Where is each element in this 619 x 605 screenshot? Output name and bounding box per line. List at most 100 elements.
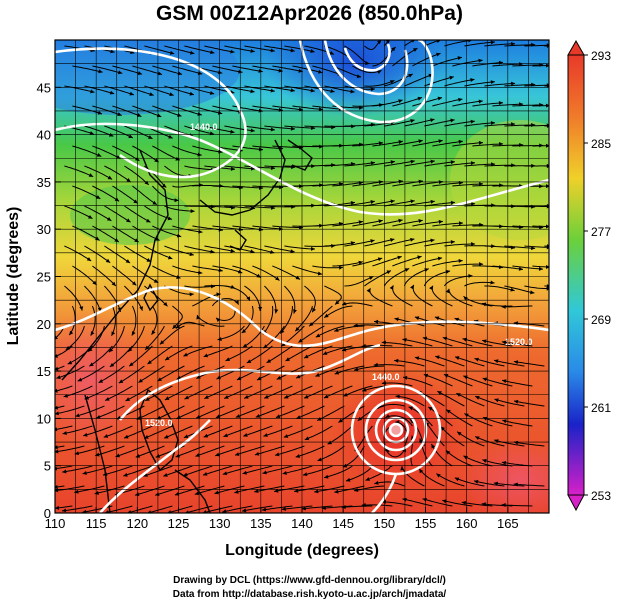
streamline: [252, 265, 280, 281]
streamline: [272, 105, 304, 111]
streamline-arrow: [209, 91, 215, 95]
streamline: [274, 485, 305, 492]
streamline-arrow: [271, 166, 276, 171]
streamline: [274, 445, 305, 456]
streamline-arrow: [257, 376, 262, 381]
streamline-arrow: [88, 214, 93, 219]
streamline-arrow: [358, 260, 363, 265]
streamline-arrow: [90, 331, 95, 336]
x-tick-label: 145: [332, 516, 354, 531]
streamline: [352, 257, 383, 267]
streamline: [452, 142, 484, 147]
streamline-arrow: [55, 411, 59, 416]
y-axis-ticks: 0 5 10 15 20 25 30 35 40 45: [37, 80, 61, 521]
streamline-arrow: [471, 242, 476, 247]
streamline: [98, 365, 125, 384]
streamline: [383, 445, 407, 458]
streamline: [317, 445, 345, 462]
streamline: [432, 140, 463, 147]
streamline: [282, 465, 313, 475]
streamline-arrow: [167, 216, 172, 221]
coastlines: [61, 139, 313, 513]
streamline-arrow: [457, 56, 462, 61]
streamline: [419, 438, 433, 467]
streamline: [264, 45, 295, 52]
streamline-arrow: [370, 87, 375, 92]
streamline: [244, 125, 275, 131]
streamline-arrow: [430, 118, 435, 123]
streamline-arrow: [390, 238, 395, 242]
streamline-arrow: [458, 221, 463, 226]
streamline: [312, 105, 344, 110]
streamline-arrow: [310, 49, 315, 53]
streamline: [392, 285, 413, 307]
streamline: [252, 105, 283, 111]
streamline-arrow: [97, 110, 103, 115]
streamline: [513, 441, 545, 447]
streamline-arrow: [362, 387, 367, 392]
streamline-arrow: [261, 507, 267, 512]
streamline-arrow: [318, 107, 323, 112]
streamline: [404, 160, 435, 167]
streamline-arrow: [184, 395, 189, 400]
streamline-arrow: [502, 419, 507, 424]
streamline-arrow: [374, 480, 379, 485]
streamline-arrow: [474, 479, 479, 484]
streamline-arrow: [498, 100, 503, 105]
streamline-arrow: [196, 374, 201, 379]
streamline: [244, 205, 276, 209]
streamline: [261, 505, 293, 511]
streamline-arrow: [450, 118, 455, 123]
streamline-arrow: [381, 340, 386, 345]
streamline-arrow: [482, 377, 488, 382]
wind-streamlines: [55, 40, 549, 513]
streamline-arrow: [184, 510, 190, 513]
streamline-arrow: [95, 195, 101, 199]
streamline-arrow: [478, 58, 483, 63]
streamline-arrow: [475, 436, 480, 441]
streamline-arrow: [290, 88, 295, 93]
streamline-arrow: [176, 233, 182, 238]
streamline: [244, 245, 275, 254]
streamline-arrow: [417, 96, 422, 101]
streamline-arrow: [414, 356, 420, 361]
streamline: [392, 219, 423, 227]
streamline: [474, 358, 505, 367]
streamline: [430, 443, 453, 467]
streamline: [154, 485, 185, 496]
streamline-arrow: [294, 488, 299, 493]
streamline-arrow: [374, 319, 379, 324]
x-tick-label: 135: [250, 516, 272, 531]
streamline-arrow: [304, 394, 309, 399]
streamline-arrow: [161, 183, 167, 188]
streamline-arrow: [157, 71, 162, 76]
streamline: [464, 81, 495, 87]
streamline: [404, 200, 435, 207]
streamline: [431, 285, 453, 307]
height-contours: [55, 40, 549, 513]
streamline: [452, 59, 483, 67]
streamline: [148, 505, 173, 513]
streamline: [443, 373, 473, 387]
streamline: [62, 465, 93, 473]
streamline-arrow: [295, 454, 301, 458]
colorbar-tick-label: 277: [591, 225, 611, 239]
streamline: [384, 238, 415, 247]
streamline-arrow: [368, 276, 374, 280]
streamline: [392, 140, 423, 147]
streamline: [61, 505, 93, 512]
streamline-arrow: [545, 184, 549, 189]
streamline-arrow: [92, 280, 97, 285]
streamline-arrow: [310, 246, 315, 251]
streamline-arrow: [155, 492, 160, 497]
streamline-arrow: [370, 239, 375, 244]
streamline-arrow: [545, 63, 549, 68]
streamline-arrow: [330, 89, 335, 94]
streamline: [308, 305, 333, 327]
streamline: [64, 85, 95, 93]
streamline: [412, 140, 443, 147]
streamline: [156, 405, 185, 420]
streamline-arrow: [436, 473, 441, 478]
streamline: [372, 256, 402, 267]
streamline: [84, 205, 112, 222]
